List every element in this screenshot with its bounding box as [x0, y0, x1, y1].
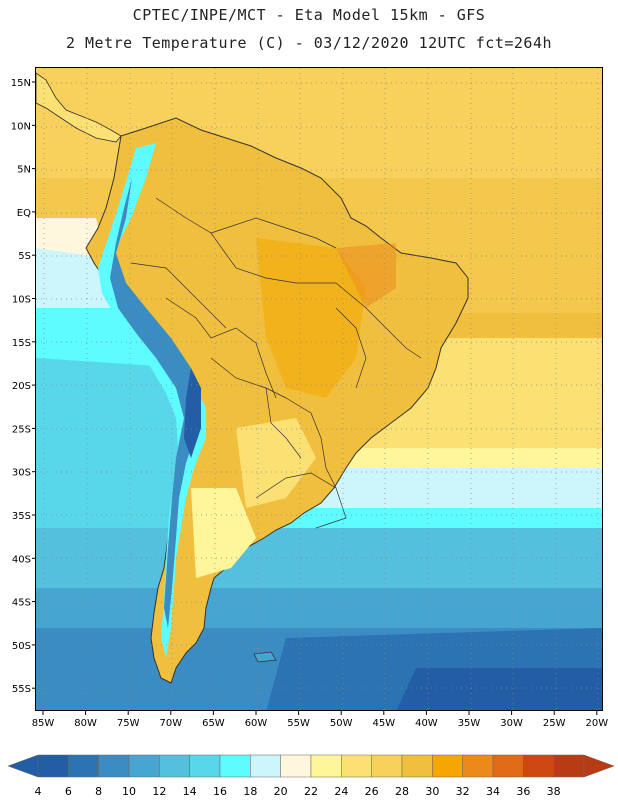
mild-zone-south [236, 418, 316, 508]
hot-zone-central-brazil [256, 238, 366, 398]
lat-tick-label: 20S [12, 381, 31, 392]
legend-value-label: 18 [243, 785, 257, 798]
lat-tick-label: 10S [12, 295, 31, 306]
legend-value-label: 30 [425, 785, 439, 798]
lon-tick-label: 85W [32, 718, 55, 729]
lon-tick-label: 60W [245, 718, 268, 729]
country-borders [130, 197, 422, 529]
lon-tick-label: 80W [74, 718, 97, 729]
legend-value-label: 10 [122, 785, 136, 798]
legend-value-label: 8 [95, 785, 102, 798]
legend-arrow-low [7, 754, 39, 778]
falkland-islands [253, 651, 277, 663]
lon-tick-label: 25W [543, 718, 566, 729]
lat-tick-label: 40S [12, 554, 31, 565]
legend-swatch [523, 754, 554, 778]
patagonia-mild [191, 488, 256, 578]
lon-tick-label: 50W [330, 718, 353, 729]
legend-swatch [371, 754, 403, 778]
legend-swatch [553, 754, 585, 778]
legend-swatch [341, 754, 372, 778]
legend-value-label: 24 [334, 785, 348, 798]
legend-swatch [37, 754, 69, 778]
legend-value-label: 34 [486, 785, 500, 798]
legend-value-label: 4 [35, 785, 42, 798]
legend-swatch [492, 754, 524, 778]
lon-tick-label: 45W [372, 718, 395, 729]
lon-tick-label: 35W [458, 718, 481, 729]
legend-swatch [310, 754, 342, 778]
lat-tick-label: 55S [12, 684, 31, 695]
lon-tick-label: 20W [585, 718, 608, 729]
legend-value-label: 26 [365, 785, 379, 798]
lon-tick-label: 65W [202, 718, 225, 729]
legend-value-label: 20 [274, 785, 288, 798]
legend-swatch [250, 754, 281, 778]
map-canvas [36, 68, 602, 710]
andes-cool [98, 143, 206, 658]
legend-swatch [189, 754, 221, 778]
lat-tick-label: 25S [12, 424, 31, 435]
lon-tick-label: 30W [500, 718, 523, 729]
legend-value-label: 28 [395, 785, 409, 798]
longitude-axis: 85W 80W 75W 70W 65W 60W 55W 50W 45W 40W 35W 30W 25W 2… [32, 711, 608, 729]
lat-tick-label: 30S [12, 468, 31, 479]
legend-swatch [401, 754, 433, 778]
legend-swatch [98, 754, 130, 778]
lat-tick-label: 50S [12, 641, 31, 652]
legend-swatch [219, 754, 251, 778]
lat-tick-label: 10N [11, 121, 31, 132]
map-title-line-1: CPTEC/INPE/MCT - Eta Model 15km - GFS [132, 6, 486, 24]
lat-tick-label: 15S [12, 338, 31, 349]
legend-arrow-high [583, 754, 615, 778]
legend-swatch [159, 754, 190, 778]
legend-swatch [68, 754, 99, 778]
andes-coldest [184, 368, 201, 458]
lat-tick-label: 5N [17, 165, 31, 176]
band-south-coldest [396, 668, 602, 710]
latitude-axis: 15N 10N 5N EQ 5S 10S 15S 20S 25S 30S 35S 40S 45S 50S 5… [11, 78, 35, 695]
lon-tick-label: 70W [159, 718, 182, 729]
legend-swatch [462, 754, 494, 778]
lat-tick-label: 5S [18, 251, 31, 262]
legend-value-label: 36 [516, 785, 530, 798]
legend-value-label: 16 [213, 785, 227, 798]
map-title-line-2: 2 Metre Temperature (C) - 03/12/2020 12U… [65, 34, 553, 52]
legend-value-label: 12 [152, 785, 166, 798]
legend-value-label: 22 [304, 785, 318, 798]
lat-tick-label: 45S [12, 598, 31, 609]
lat-tick-label: EQ [17, 208, 31, 219]
legend-value-label: 14 [183, 785, 197, 798]
color-legend: 4 6 8 10 12 14 16 18 20 22 24 26 28 30 32 34 36 38 [7, 754, 615, 798]
andes-cold [110, 178, 198, 628]
legend-swatch [280, 754, 312, 778]
legend-value-label: 6 [65, 785, 72, 798]
legend-swatch [432, 754, 463, 778]
temperature-map [35, 67, 603, 711]
hot-zone-northeast [336, 243, 396, 308]
legend-value-label: 32 [456, 785, 470, 798]
lon-tick-label: 55W [287, 718, 310, 729]
lat-tick-label: 35S [12, 511, 31, 522]
legend-value-label: 38 [547, 785, 561, 798]
band-pacific-colder [36, 358, 186, 568]
lon-tick-label: 40W [415, 718, 438, 729]
lon-tick-label: 75W [117, 718, 140, 729]
lat-tick-label: 15N [11, 78, 31, 89]
legend-swatch [128, 754, 160, 778]
